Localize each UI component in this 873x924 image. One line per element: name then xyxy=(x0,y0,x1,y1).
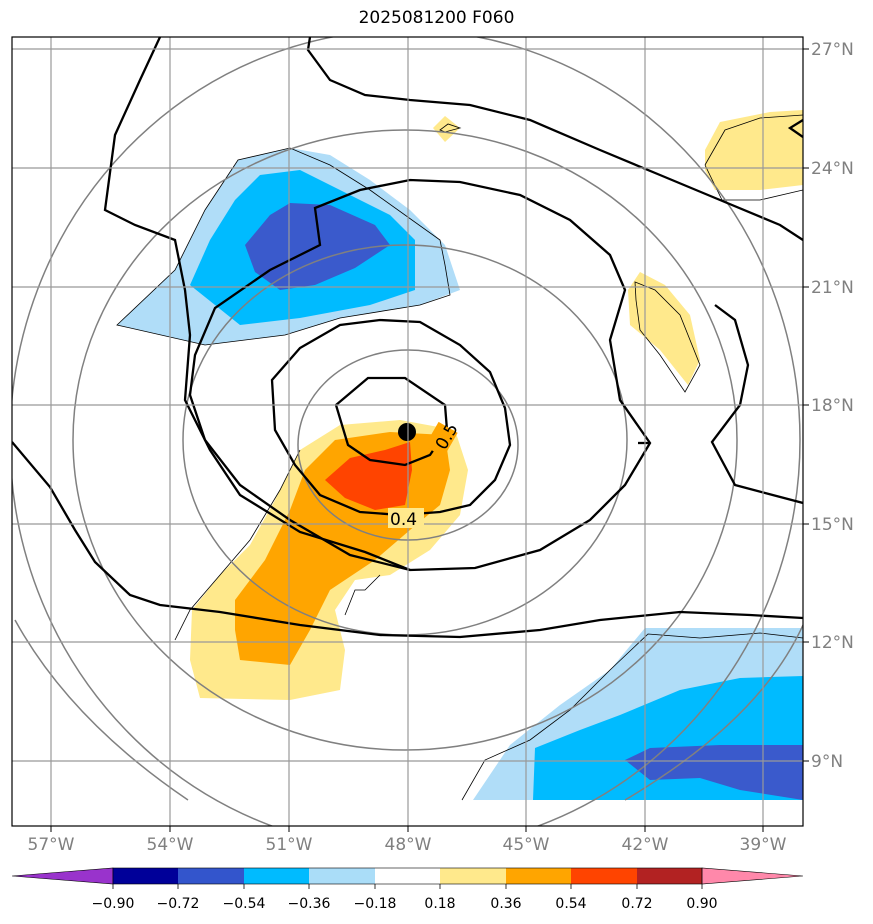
colorbar: −0.90 −0.72 −0.54 −0.36 −0.18 0.18 0.36 … xyxy=(11,867,804,912)
lon-label-39w: 39°W xyxy=(740,835,787,855)
lon-label-57w: 57°W xyxy=(28,835,75,855)
storm-center-marker xyxy=(398,423,416,441)
map-title: 2025081200 F060 xyxy=(358,8,515,28)
lon-label-51w: 51°W xyxy=(266,835,313,855)
negative-anomaly-se-strong xyxy=(625,745,803,800)
colorbar-tick-3: −0.54 xyxy=(223,896,266,912)
colorbar-bin-2 xyxy=(178,868,244,884)
colorbar-tick-1: −0.90 xyxy=(92,896,135,912)
grey-contours xyxy=(12,37,803,826)
positive-anomaly-spot-ne xyxy=(705,110,803,190)
latitude-labels: 27°N 24°N 21°N 18°N 15°N 12°N 9°N xyxy=(803,40,854,772)
colorbar-bin-6 xyxy=(440,868,506,884)
colorbar-tick-2: −0.72 xyxy=(157,896,200,912)
positive-anomaly-spot-north xyxy=(433,116,460,142)
lon-label-48w: 48°W xyxy=(385,835,432,855)
contour-label-outer: 0.4 xyxy=(390,510,417,530)
thick-contours xyxy=(12,37,803,639)
colorbar-bin-7 xyxy=(506,868,571,884)
lat-label-9n: 9°N xyxy=(811,752,843,772)
lon-label-45w: 45°W xyxy=(503,835,550,855)
colorbar-bin-1 xyxy=(113,868,178,884)
lat-label-12n: 12°N xyxy=(811,633,854,653)
colorbar-extend-high xyxy=(701,867,804,885)
lat-label-21n: 21°N xyxy=(811,278,854,298)
lat-label-24n: 24°N xyxy=(811,159,854,179)
colorbar-bin-5 xyxy=(375,868,440,884)
thin-contours xyxy=(116,114,803,801)
colorbar-tick-6: 0.18 xyxy=(424,896,455,912)
colorbar-tick-7: 0.36 xyxy=(490,896,521,912)
colorbar-bin-4 xyxy=(309,868,375,884)
colorbar-bin-8 xyxy=(571,868,637,884)
lon-label-54w: 54°W xyxy=(147,835,194,855)
colorbar-tick-4: −0.36 xyxy=(288,896,331,912)
longitude-labels: 57°W 54°W 51°W 48°W 45°W 42°W 39°W xyxy=(28,826,787,855)
colorbar-extend-low xyxy=(11,867,114,885)
lat-label-27n: 27°N xyxy=(811,40,854,60)
colorbar-bin-9 xyxy=(637,868,702,884)
shading-layer xyxy=(117,110,803,800)
lon-label-42w: 42°W xyxy=(622,835,669,855)
colorbar-tick-10: 0.90 xyxy=(686,896,717,912)
positive-anomaly-strong xyxy=(325,442,412,510)
gridlines xyxy=(12,37,803,826)
positive-anomaly-spot-east xyxy=(628,272,700,385)
lat-label-18n: 18°N xyxy=(811,396,854,416)
colorbar-tick-5: −0.18 xyxy=(354,896,397,912)
colorbar-bin-3 xyxy=(244,868,309,884)
colorbar-tick-8: 0.54 xyxy=(555,896,586,912)
colorbar-tick-9: 0.72 xyxy=(621,896,652,912)
lat-label-15n: 15°N xyxy=(811,515,854,535)
